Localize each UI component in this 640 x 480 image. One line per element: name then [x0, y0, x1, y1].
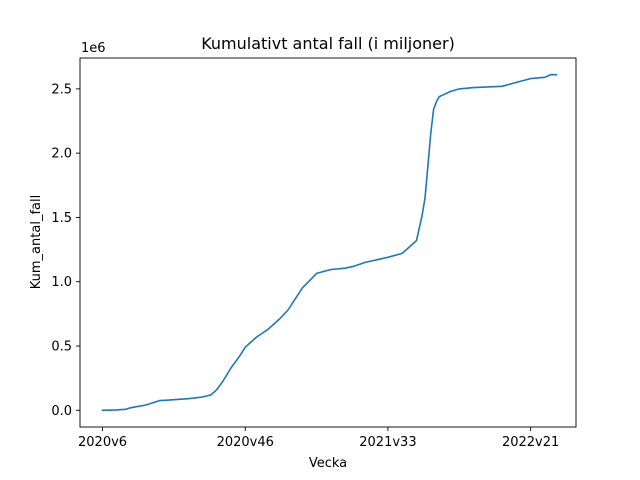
- x-tick-label: 2021v33: [359, 435, 416, 450]
- y-tick-label: 1.0: [51, 275, 72, 290]
- x-tick-label: 2020v46: [217, 435, 274, 450]
- y-axis-ticks: 0.0 0.5 1.0 1.5 2.0 2.5: [51, 82, 80, 419]
- series-line-0: [101, 73, 558, 412]
- x-axis-title: Vecka: [309, 456, 347, 471]
- y-tick-label: 2.0: [51, 147, 72, 162]
- series-layer: [101, 73, 558, 412]
- y-offset-label: 1e6: [81, 41, 106, 56]
- plot-frame: [79, 57, 577, 428]
- y-tick-label: 2.5: [51, 82, 72, 97]
- x-axis-ticks: 2020v6 2020v46 2021v33 2022v21: [78, 427, 559, 450]
- y-tick-label: 1.5: [51, 211, 72, 226]
- chart-title: Kumulativt antal fall (i miljoner): [201, 34, 455, 53]
- y-tick-label: 0.5: [51, 340, 72, 355]
- y-tick-label: 0.0: [51, 404, 72, 419]
- y-axis-title: Kum_antal_fall: [29, 195, 44, 289]
- x-tick-label: 2020v6: [78, 435, 127, 450]
- x-tick-label: 2022v21: [502, 435, 559, 450]
